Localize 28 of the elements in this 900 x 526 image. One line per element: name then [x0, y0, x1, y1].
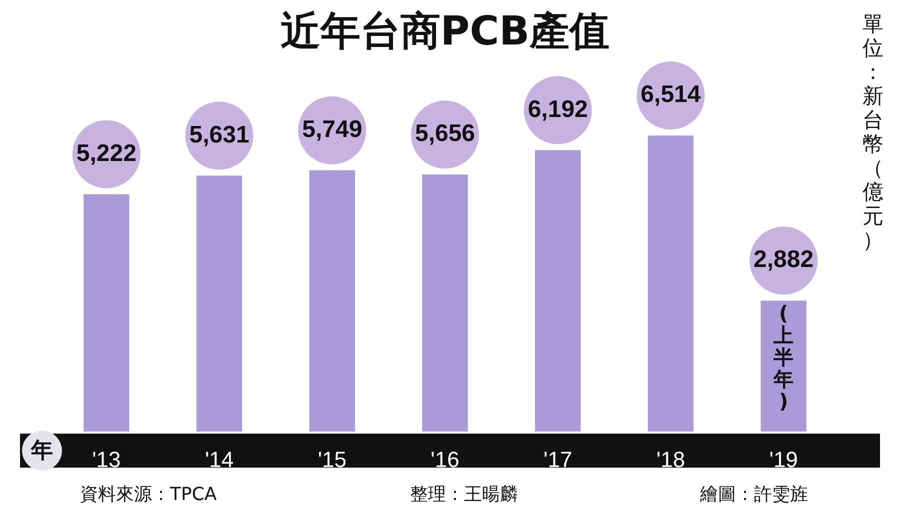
data-label: 5,222 [76, 140, 136, 167]
annotation: (上半年) [772, 300, 795, 413]
bar [422, 174, 468, 432]
data-label: 5,749 [302, 116, 362, 143]
bar [196, 176, 242, 432]
data-label: 2,882 [754, 246, 814, 274]
text: 繪圖：許雯旌 [700, 483, 808, 506]
x-tick-label: '18 [656, 446, 686, 472]
bar [84, 194, 130, 432]
x-tick-label: '13 [92, 446, 121, 472]
data-label: 5,656 [414, 120, 476, 148]
data-label: 6,192 [528, 96, 588, 123]
bar [760, 300, 806, 432]
x-tick-label: '14 [204, 446, 234, 472]
chart-title: 近年台商PCB產值 [280, 8, 610, 54]
bar [648, 136, 694, 432]
data-label: 6,514 [640, 81, 702, 108]
bar [535, 150, 581, 432]
x-axis-title: 年 [30, 438, 53, 464]
x-tick-label: '16 [430, 446, 460, 472]
source-note: 資料來源：TPCA [80, 483, 217, 506]
bar [309, 170, 355, 432]
data-label: 5,631 [189, 121, 250, 148]
x-tick-label: '17 [544, 446, 572, 472]
text: 單位：新台幣（億元） [862, 12, 884, 252]
x-tick-label: '19 [769, 446, 798, 472]
x-tick-label: '15 [318, 446, 346, 472]
text: 整理：王暘麟 [410, 483, 518, 506]
